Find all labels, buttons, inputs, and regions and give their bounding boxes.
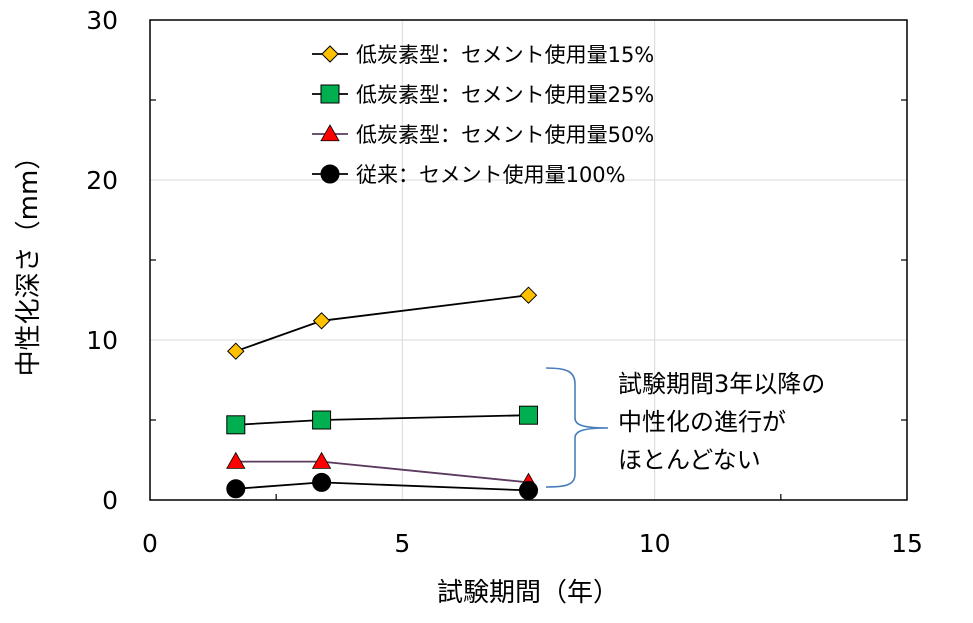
series-1: [227, 286, 538, 360]
data-point: [311, 451, 332, 469]
data-point: [226, 479, 246, 499]
x-tick-label: 0: [142, 529, 158, 558]
data-point: [227, 342, 245, 360]
series-line: [235, 414, 529, 426]
annotation-line-3: ほとんどない: [618, 446, 761, 474]
x-tick-label: 5: [394, 529, 410, 558]
legend-label: 低炭素型：セメント使用量15%: [356, 43, 654, 67]
data-point: [312, 472, 332, 492]
legend-marker: [320, 164, 340, 184]
y-tick-label: 10: [86, 326, 118, 355]
data-point: [226, 415, 246, 435]
data-point: [312, 312, 331, 330]
series-line: [235, 294, 529, 353]
data-point: [519, 286, 538, 304]
series-layer: [226, 286, 539, 500]
y-tick-label: 20: [86, 166, 118, 195]
data-point: [519, 480, 538, 500]
legend-label: 低炭素型：セメント使用量50%: [356, 123, 654, 147]
data-point: [519, 405, 538, 425]
x-axis-title: 試験期間（年）: [437, 578, 619, 608]
y-axis-title: 中性化深さ（mm）: [14, 144, 44, 377]
series-4: [226, 472, 538, 500]
legend-marker: [321, 45, 339, 63]
legend-item: 低炭素型：セメント使用量25%: [312, 83, 654, 107]
legend-item: 低炭素型：セメント使用量50%: [312, 123, 654, 147]
minor-tick-layer: [150, 99, 907, 500]
series-3: [226, 451, 539, 490]
legend: 低炭素型：セメント使用量15% 低炭素型：セメント使用量25% 低炭素型：セメント使…: [312, 43, 654, 187]
data-point: [226, 451, 246, 469]
legend-label: 低炭素型：セメント使用量25%: [356, 83, 654, 107]
y-tick-label: 30: [86, 6, 118, 35]
series-2: [226, 405, 538, 435]
legend-label: 従来：セメント使用量100%: [356, 163, 626, 187]
legend-item: 従来：セメント使用量100%: [312, 163, 626, 187]
annotation-line-2: 中性化の進行が: [618, 408, 786, 436]
annotation-brace: [545, 367, 609, 488]
grid-layer: [150, 20, 907, 500]
series-line: [235, 460, 529, 484]
series-line: [235, 481, 529, 492]
y-tick-label: 0: [102, 486, 118, 515]
legend-item: 低炭素型：セメント使用量15%: [312, 43, 654, 67]
annotation-line-1: 試験期間3年以降の: [618, 370, 825, 398]
x-tick-label: 15: [891, 529, 923, 558]
data-point: [312, 410, 332, 430]
x-tick-label: 10: [639, 529, 671, 558]
annotation: 試験期間3年以降の 中性化の進行が ほとんどない: [545, 367, 825, 488]
legend-marker: [320, 124, 340, 142]
tick-label-layer: 0 5 10 15 0 10 20 30: [86, 6, 923, 558]
legend-marker: [320, 84, 340, 104]
